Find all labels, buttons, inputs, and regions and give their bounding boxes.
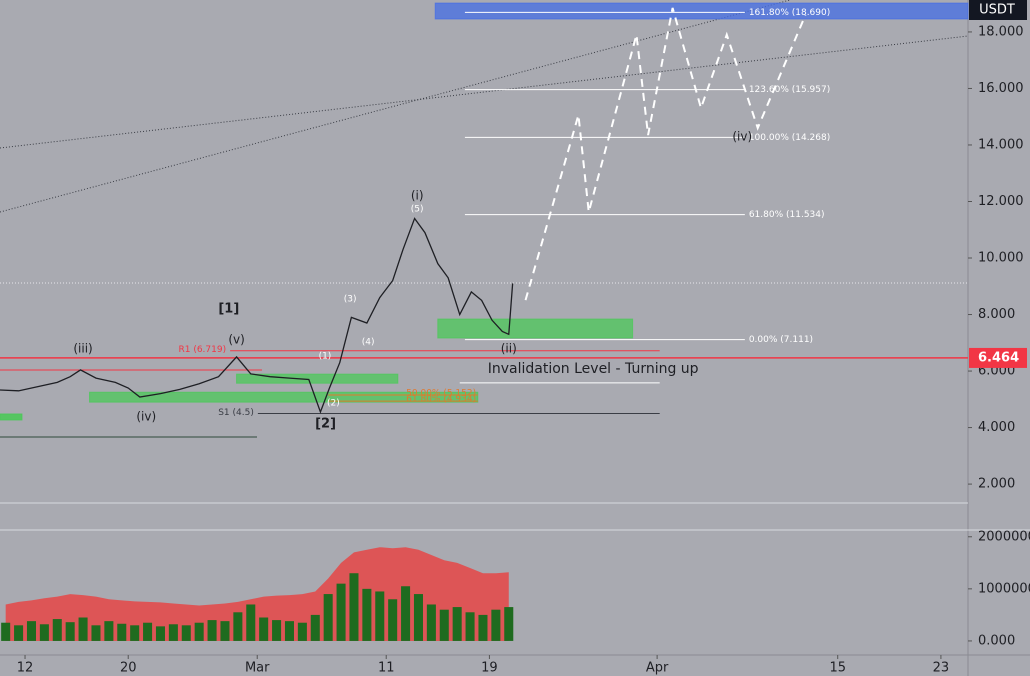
volume-bar xyxy=(272,620,282,641)
level-label: S1 (4.5) xyxy=(218,408,254,418)
volume-bar xyxy=(297,622,307,641)
volume-bar xyxy=(310,614,320,641)
fib-label: 123.60% (15.957) xyxy=(749,85,830,95)
volume-bar xyxy=(491,609,501,641)
currency-box xyxy=(969,0,1027,20)
wave-label: (v) xyxy=(228,332,244,346)
volume-bar xyxy=(26,621,36,641)
volume-bar xyxy=(207,620,217,641)
volume-bar xyxy=(336,583,346,641)
volume-bar xyxy=(401,586,411,641)
zone xyxy=(236,373,399,384)
volume-bar xyxy=(439,609,449,641)
volume-bar xyxy=(181,625,191,641)
zone xyxy=(0,413,23,421)
volume-bar xyxy=(155,626,165,641)
volume-bar xyxy=(478,614,488,641)
volume-bar xyxy=(233,612,243,641)
volume-bar xyxy=(259,617,269,641)
volume-bar xyxy=(220,621,230,641)
wave-label: (3) xyxy=(344,294,357,304)
volume-bar xyxy=(504,607,514,641)
x-tick-label: 19 xyxy=(481,661,498,676)
volume-bar xyxy=(375,591,385,641)
wave-label: (1) xyxy=(319,352,332,362)
volume-bar xyxy=(413,594,423,641)
volume-bar xyxy=(14,625,24,641)
volume-bar xyxy=(78,617,88,641)
price-tag xyxy=(969,347,1027,368)
volume-bar xyxy=(465,612,475,641)
wave-label: [2] xyxy=(315,416,336,431)
fib-label: 100.00% (14.268) xyxy=(749,133,830,143)
y-tick-label: 12.000 xyxy=(978,194,1024,209)
x-tick-label: 11 xyxy=(378,661,395,676)
x-tick-label: Mar xyxy=(245,661,270,676)
level-label: Invalidation Level - Turning up xyxy=(488,361,699,377)
y-tick-label: 16.000 xyxy=(978,81,1024,96)
x-tick-label: 23 xyxy=(933,661,950,676)
wave-label: (iv) xyxy=(136,410,156,424)
zone xyxy=(434,2,969,20)
level-label: 61.80% (4.934) xyxy=(406,395,476,405)
y-tick-label: 14.000 xyxy=(978,137,1024,152)
y-tick-label: 8.000 xyxy=(978,307,1015,322)
volume-bar xyxy=(323,594,333,641)
trend-line xyxy=(0,35,969,149)
wave-label: (2) xyxy=(327,398,340,408)
wave-label: (5) xyxy=(411,205,424,215)
volume-bar xyxy=(130,625,140,641)
zone xyxy=(437,318,634,339)
zone xyxy=(89,391,479,403)
volume-bar xyxy=(143,622,153,641)
level-label: 50.00% (5.152) xyxy=(406,389,476,399)
level-label: R1 (6.719) xyxy=(178,345,226,355)
x-tick-label: 12 xyxy=(17,661,34,676)
volume-bar xyxy=(349,573,359,641)
volume-bar xyxy=(284,621,294,641)
y-tick-label: 2.000 xyxy=(978,477,1015,492)
volume-bar xyxy=(246,604,256,641)
currency: USDT xyxy=(979,3,1015,18)
volume-tick-label: 0.000 xyxy=(978,633,1015,648)
price-axis-bg xyxy=(968,0,1030,676)
x-tick-label: 20 xyxy=(120,661,137,676)
volume-bar xyxy=(52,619,62,641)
volume-bar xyxy=(91,625,101,641)
wave-label: (4) xyxy=(362,337,375,347)
volume-bar xyxy=(104,621,114,641)
volume-bar xyxy=(39,624,49,641)
volume-bar xyxy=(362,588,372,641)
wave-label: (i) xyxy=(411,189,424,203)
fib-label: 161.80% (18.690) xyxy=(749,8,830,18)
projection-path xyxy=(524,7,807,301)
wave-label: (ii) xyxy=(501,342,517,356)
volume-tick-label: 2000000 xyxy=(978,529,1030,544)
fib-label: 61.80% (11.534) xyxy=(749,210,825,220)
fib-label: 0.00% (7.111) xyxy=(749,335,813,345)
volume-bar xyxy=(117,623,127,641)
volume-bar xyxy=(388,599,398,641)
price-tag-label: 6.464 xyxy=(978,350,1019,365)
volume-bar xyxy=(194,622,204,641)
x-tick-label: Apr xyxy=(646,661,669,676)
wave-label: [1] xyxy=(218,301,239,316)
price-line xyxy=(0,217,514,414)
trend-line xyxy=(0,0,791,213)
volume-tick-label: 1000000 xyxy=(978,581,1030,596)
volume-bar xyxy=(65,622,75,641)
wave-label: (iii) xyxy=(73,342,92,356)
volume-bar xyxy=(1,622,11,641)
volume-bar xyxy=(452,607,462,641)
wave-label: (iv) xyxy=(732,130,752,144)
volume-bar xyxy=(426,604,436,641)
volume-bar xyxy=(168,624,178,641)
y-tick-label: 18.000 xyxy=(978,24,1024,39)
y-tick-label: 10.000 xyxy=(978,251,1024,266)
y-tick-label: 4.000 xyxy=(978,420,1015,435)
x-tick-label: 15 xyxy=(829,661,846,676)
